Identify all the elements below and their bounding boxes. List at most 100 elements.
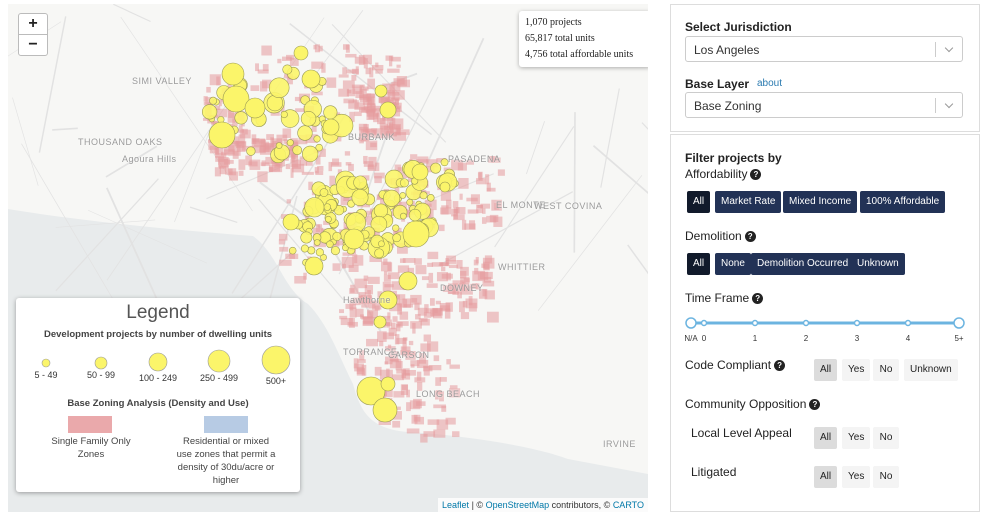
map[interactable]: + − Leaflet | © OpenStreetMap contributo…	[8, 4, 648, 512]
filter-button[interactable]: All	[687, 253, 711, 275]
help-icon[interactable]: ?	[809, 399, 821, 410]
project-marker	[234, 111, 248, 125]
filter-button[interactable]: 100% Affordable	[860, 191, 946, 213]
zone-patch	[399, 311, 409, 320]
slider-dot	[700, 319, 708, 327]
settings-panel: Select Jurisdiction Los Angeles Base Lay…	[670, 4, 980, 132]
project-marker	[280, 110, 288, 119]
road	[189, 206, 238, 224]
zone-patch	[393, 391, 405, 398]
about-link[interactable]: about	[757, 78, 783, 89]
help-icon[interactable]: ?	[774, 360, 786, 371]
zone-patch	[351, 75, 357, 81]
zone-patch	[279, 246, 289, 252]
zoom-in[interactable]: +	[18, 13, 48, 35]
filter-button[interactable]: All	[814, 466, 838, 488]
filter-button[interactable]: No	[873, 466, 899, 488]
jurisdiction-select[interactable]: Los Angeles	[685, 36, 963, 62]
road	[627, 244, 648, 275]
zone-patch	[446, 359, 451, 365]
zone-patch	[285, 164, 291, 170]
filter-button[interactable]: Market Rate	[715, 191, 782, 213]
zone-patch	[352, 297, 361, 306]
zone-patch	[238, 134, 246, 144]
zone-patch	[328, 161, 333, 172]
filter-button[interactable]: No	[873, 359, 899, 381]
project-marker	[427, 194, 435, 202]
label: Filter projects by	[685, 151, 782, 165]
zone-patch	[382, 319, 392, 327]
zone-patch	[441, 266, 446, 272]
zone-patch	[349, 307, 357, 318]
zone-patch	[445, 417, 456, 425]
filter-button[interactable]: Unknown	[904, 359, 958, 381]
zone-patch	[215, 153, 227, 158]
filter-button[interactable]: All	[687, 191, 711, 213]
zone-patch	[397, 265, 410, 273]
road	[105, 145, 158, 178]
zone-patch	[394, 406, 401, 410]
zone-patch	[429, 298, 435, 306]
road	[525, 121, 545, 175]
place-label: EL MONTE	[496, 200, 546, 210]
zone-patch	[392, 316, 398, 322]
filter-button[interactable]: All	[814, 427, 838, 449]
zone-patch	[375, 62, 379, 68]
project-marker	[406, 198, 414, 206]
zone-patch	[421, 276, 429, 281]
link[interactable]: OpenStreetMap	[485, 500, 550, 510]
zone-patch	[417, 381, 423, 391]
project-marker	[322, 118, 340, 136]
zone-patch	[290, 168, 294, 178]
zone-patch	[315, 155, 321, 165]
help-icon[interactable]: ?	[752, 293, 764, 304]
filter-button[interactable]: Yes	[842, 359, 871, 381]
zone-patch	[371, 105, 383, 110]
help-icon[interactable]: ?	[744, 231, 756, 242]
zone-patch	[371, 128, 384, 139]
filter-button[interactable]: None	[715, 253, 751, 275]
zone-patch	[472, 270, 486, 282]
zone-swatch-blue	[204, 416, 248, 433]
link[interactable]: Leaflet	[442, 500, 470, 510]
slider-dot	[751, 319, 759, 327]
project-marker	[330, 246, 340, 256]
help-icon[interactable]: ?	[750, 169, 762, 180]
zone-patch	[241, 128, 248, 135]
base-layer-select[interactable]: Base Zoning	[685, 92, 963, 118]
project-marker	[439, 181, 451, 193]
zone-patch	[392, 118, 404, 130]
zone-patch	[426, 203, 432, 207]
zone-patch	[218, 158, 231, 165]
zone-patch	[451, 159, 464, 171]
zone-patch	[472, 283, 478, 289]
label: Affordability	[685, 167, 748, 181]
zone-patch	[444, 308, 451, 319]
zoom-out[interactable]: −	[18, 34, 48, 56]
filter-button[interactable]: Mixed Income	[783, 191, 858, 213]
zone-patch	[400, 384, 409, 396]
link[interactable]: CARTO	[612, 500, 644, 510]
zone-patch	[369, 67, 374, 78]
zone-patch	[355, 66, 359, 75]
filter-button[interactable]: Yes	[842, 427, 871, 449]
zone-patch	[449, 385, 458, 389]
filter-button[interactable]: Demolition Occurred	[751, 253, 855, 275]
project-marker	[286, 139, 294, 147]
zone-patch	[423, 312, 432, 318]
filter-button[interactable]: Unknown	[851, 253, 905, 275]
zone-patch	[342, 80, 355, 89]
road	[87, 209, 208, 264]
zone-patch	[238, 125, 243, 130]
zone-patch	[452, 431, 460, 438]
zone-patch	[399, 258, 406, 263]
filter-button[interactable]: All	[814, 359, 838, 381]
zone-patch	[359, 88, 367, 98]
zone-patch	[453, 208, 458, 220]
zone-patch	[262, 79, 272, 89]
filter-button[interactable]: Yes	[842, 466, 871, 488]
filter-button[interactable]: No	[873, 427, 899, 449]
zone-patch	[467, 209, 479, 214]
zone-patch	[382, 387, 393, 398]
label: Litigated	[691, 465, 737, 479]
